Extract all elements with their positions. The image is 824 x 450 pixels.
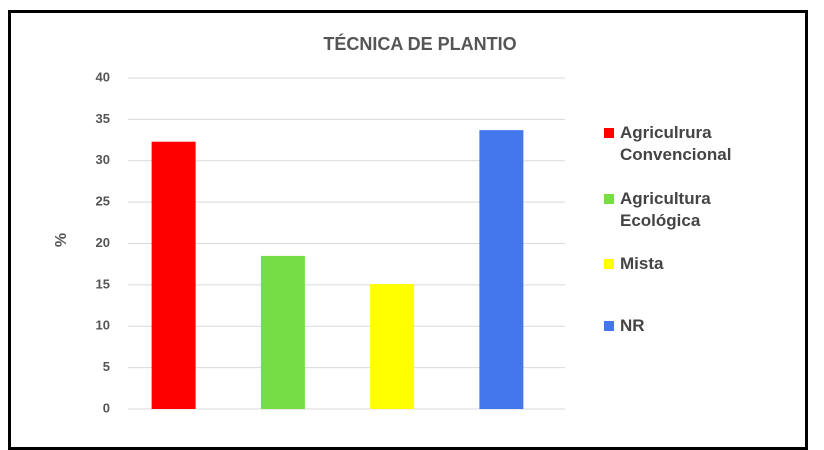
- y-tick-label: 5: [103, 359, 110, 374]
- y-axis-label: %: [53, 233, 70, 247]
- bar: [260, 255, 305, 409]
- y-tick-label: 30: [96, 152, 110, 167]
- legend-item: Agriculrura Convencional: [604, 122, 770, 166]
- y-tick-label: 35: [96, 111, 110, 126]
- y-tick-label: 25: [96, 194, 110, 209]
- bar: [370, 284, 415, 409]
- legend-swatch: [604, 259, 614, 269]
- legend-swatch: [604, 128, 614, 138]
- legend-label: Agriculrura Convencional: [620, 123, 732, 164]
- bar: [151, 141, 196, 409]
- y-tick-label: 15: [96, 276, 110, 291]
- legend-item: NR: [604, 315, 770, 337]
- bar: [479, 130, 524, 409]
- legend-item: Agricultura Ecológica: [604, 188, 770, 232]
- y-tick-label: 40: [96, 69, 110, 84]
- legend-label: Agricultura Ecológica: [620, 189, 711, 230]
- legend-label: Mista: [620, 254, 664, 273]
- chart-title: TÉCNICA DE PLANTIO: [323, 33, 516, 54]
- legend-swatch: [604, 321, 614, 331]
- y-tick-label: 10: [96, 318, 110, 333]
- y-tick-label: 20: [96, 235, 110, 250]
- y-tick-label: 0: [103, 400, 110, 415]
- legend-swatch: [604, 194, 614, 204]
- legend-item: Mista: [604, 253, 770, 275]
- legend-label: NR: [620, 316, 645, 335]
